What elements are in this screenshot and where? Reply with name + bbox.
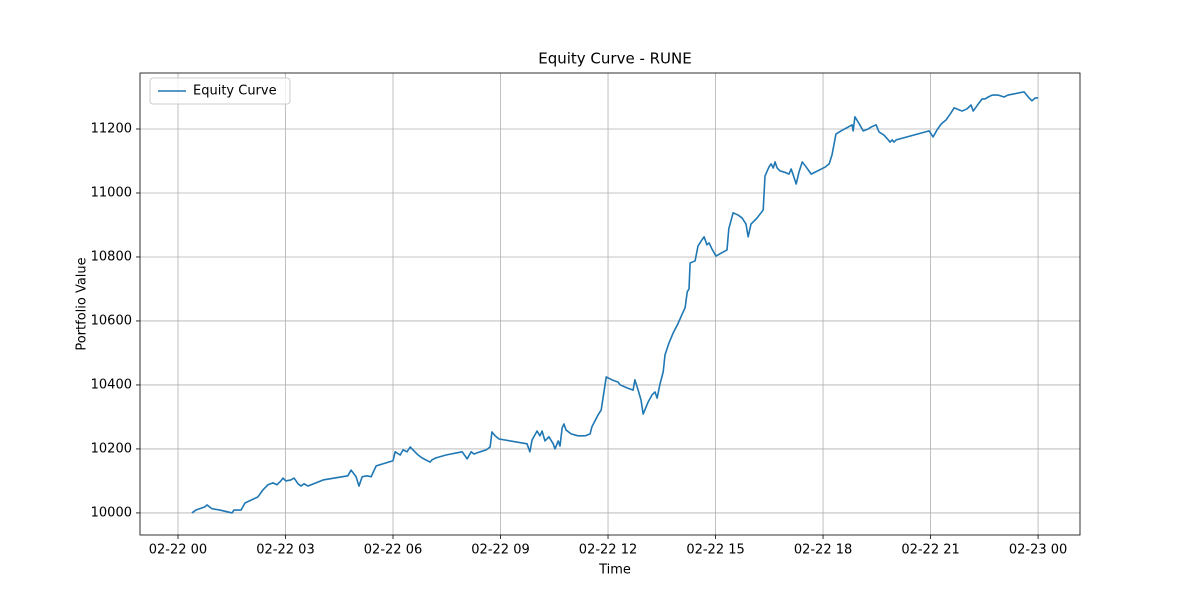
- x-tick-label: 02-22 18: [794, 543, 852, 558]
- y-tick-label: 10200: [91, 441, 132, 456]
- y-tick-label: 11000: [91, 185, 132, 200]
- axes-frame: [139, 72, 1081, 536]
- y-tick-label: 10600: [91, 313, 132, 328]
- y-axis-label: Portfolio Value: [75, 257, 90, 350]
- y-tick-label: 10800: [91, 249, 132, 264]
- x-tick-label: 02-22 09: [471, 543, 529, 558]
- x-tick-label: 02-22 06: [364, 543, 422, 558]
- x-tick-label: 02-22 00: [149, 543, 207, 558]
- x-tick-label: 02-22 15: [686, 543, 744, 558]
- legend-label: Equity Curve: [193, 84, 277, 99]
- legend-box: [149, 77, 291, 105]
- x-tick-label: 02-22 21: [901, 543, 959, 558]
- x-tick-label: 02-22 12: [579, 543, 637, 558]
- y-tick-label: 10000: [91, 505, 132, 520]
- y-tick-label: 10400: [91, 377, 132, 392]
- chart-title: Equity Curve - RUNE: [538, 50, 692, 68]
- legend: Equity Curve: [149, 77, 291, 105]
- x-tick-label: 02-23 00: [1009, 543, 1067, 558]
- x-axis-label: Time: [598, 563, 631, 578]
- line-series: [191, 91, 1039, 514]
- y-tick-label: 11200: [91, 121, 132, 136]
- x-tick-label: 02-22 03: [256, 543, 314, 558]
